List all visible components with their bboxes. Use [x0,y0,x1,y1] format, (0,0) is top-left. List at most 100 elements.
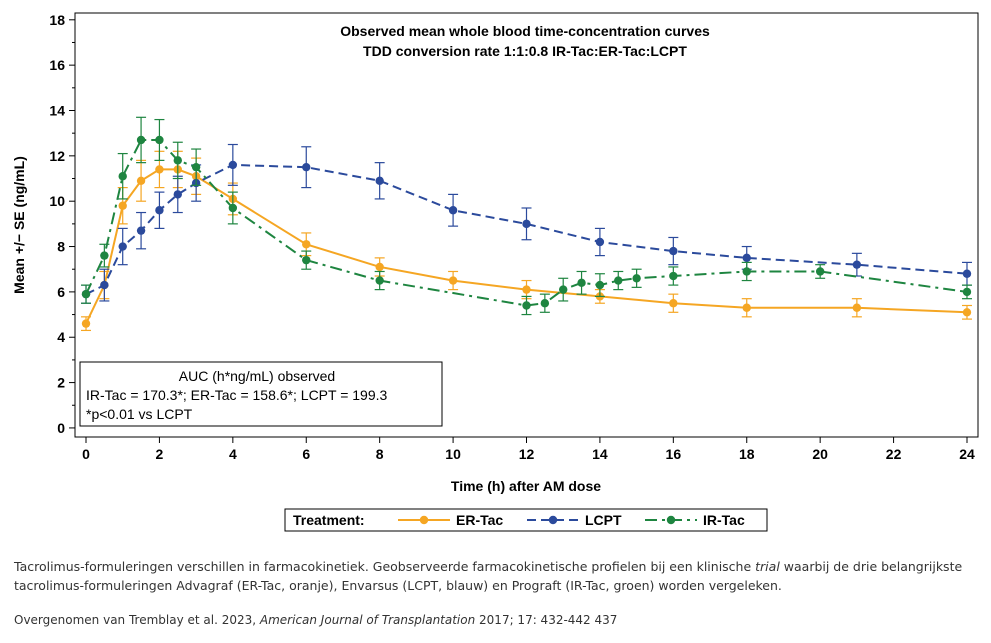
data-point [742,303,751,312]
legend: Treatment: ER-Tac LCPT IR-Tac [284,508,768,532]
legend-label: ER-Tac [456,512,503,528]
data-point [228,160,238,170]
data-point [302,255,311,265]
data-point [375,262,384,272]
chart-title: Observed mean whole blood time-concentra… [340,23,710,39]
data-point [815,267,825,276]
caption-text-end: waarbij de drie belangrijkste tacrolimus… [14,559,963,593]
data-point [302,240,311,249]
data-point [962,287,972,297]
source-journal: American Journal of Transplantation [259,613,476,627]
data-point [100,280,109,290]
series-er-tac [81,150,972,332]
source-text-end: 2017; 17: 432-442 437 [475,613,618,627]
data-point [577,278,586,288]
data-point [522,219,531,229]
data-point [559,285,568,294]
x-axis-label: Time (h) after AM dose [451,478,601,494]
y-tick-label: 0 [57,420,65,436]
data-point [155,135,164,145]
y-tick-label: 6 [57,284,65,300]
data-point [173,156,182,165]
x-tick-label: 22 [886,446,902,462]
data-point [448,276,458,285]
data-point [136,226,146,235]
legend-swatch-marker [548,515,558,525]
y-tick-label: 2 [57,375,65,391]
y-tick-label: 12 [49,148,65,164]
legend-label: IR-Tac [703,512,745,528]
x-tick-label: 2 [156,446,164,462]
data-point [81,289,91,299]
data-point [173,190,182,199]
data-point [595,237,605,247]
data-point [742,267,751,276]
data-point [375,176,384,185]
y-tick-label: 18 [49,12,65,28]
y-tick-label: 10 [49,193,65,209]
caption-text-start: Tacrolimus-formuleringen verschillen in … [14,559,756,574]
data-point [136,176,146,185]
data-point [448,206,458,215]
y-tick-label: 14 [49,102,65,118]
data-point [614,276,623,285]
auc-annotation-values: IR-Tac = 170.3*; ER-Tac = 158.6*; LCPT =… [86,387,388,403]
x-tick-label: 12 [519,446,535,462]
data-point [375,276,384,285]
data-point [522,285,531,294]
data-point [118,201,127,210]
data-point [100,251,109,260]
data-point [191,162,201,172]
series-layer [81,116,972,332]
legend-label: LCPT [585,512,622,528]
data-point [632,274,641,283]
chart-subtitle: TDD conversion rate 1:1:0.8 IR-Tac:ER-Ta… [363,43,687,59]
data-point [522,301,531,310]
legend-swatch-marker [419,515,429,525]
y-axis-label: Mean +/− SE (ng/mL) [11,156,27,294]
data-point [852,303,862,312]
series-ir-tac [81,116,972,316]
data-point [155,206,164,215]
data-point [742,253,751,263]
series-line [85,163,968,296]
y-tick-label: 4 [57,329,65,345]
legend-title: Treatment: [293,512,365,528]
data-point [595,280,605,290]
data-point [669,271,678,281]
x-tick-label: 20 [812,446,828,462]
data-point [962,269,972,278]
data-point [302,162,311,172]
x-tick-label: 8 [376,446,384,462]
data-point [962,308,972,317]
auc-annotation-box: AUC (h*ng/mL) observed IR-Tac = 170.3*; … [79,361,443,427]
auc-annotation-title: AUC (h*ng/mL) observed [179,368,335,384]
data-point [669,246,678,256]
legend-swatch-marker [666,515,676,525]
x-tick-label: 10 [445,446,461,462]
x-tick-label: 14 [592,446,608,462]
x-tick-label: 24 [959,446,975,462]
auc-annotation-footnote: *p<0.01 vs LCPT [86,406,193,422]
x-tick-label: 0 [82,446,90,462]
x-tick-label: 18 [739,446,755,462]
y-tick-label: 16 [49,57,65,73]
data-point [118,242,127,251]
figure-caption: Tacrolimus-formuleringen verschillen in … [14,557,979,595]
x-tick-label: 4 [229,446,237,462]
data-point [669,299,678,308]
data-point [118,172,127,181]
data-point [852,260,862,269]
figure-source: Overgenomen van Tremblay et al. 2023, Am… [14,611,979,630]
data-point [155,165,164,174]
source-text-start: Overgenomen van Tremblay et al. 2023, [14,613,260,627]
data-point [136,135,146,145]
data-point [81,319,91,328]
x-tick-label: 6 [302,446,310,462]
y-tick-label: 8 [57,239,65,255]
caption-italic: trial [755,559,780,574]
data-point [228,203,238,213]
x-tick-label: 16 [666,446,682,462]
data-point [540,299,550,308]
